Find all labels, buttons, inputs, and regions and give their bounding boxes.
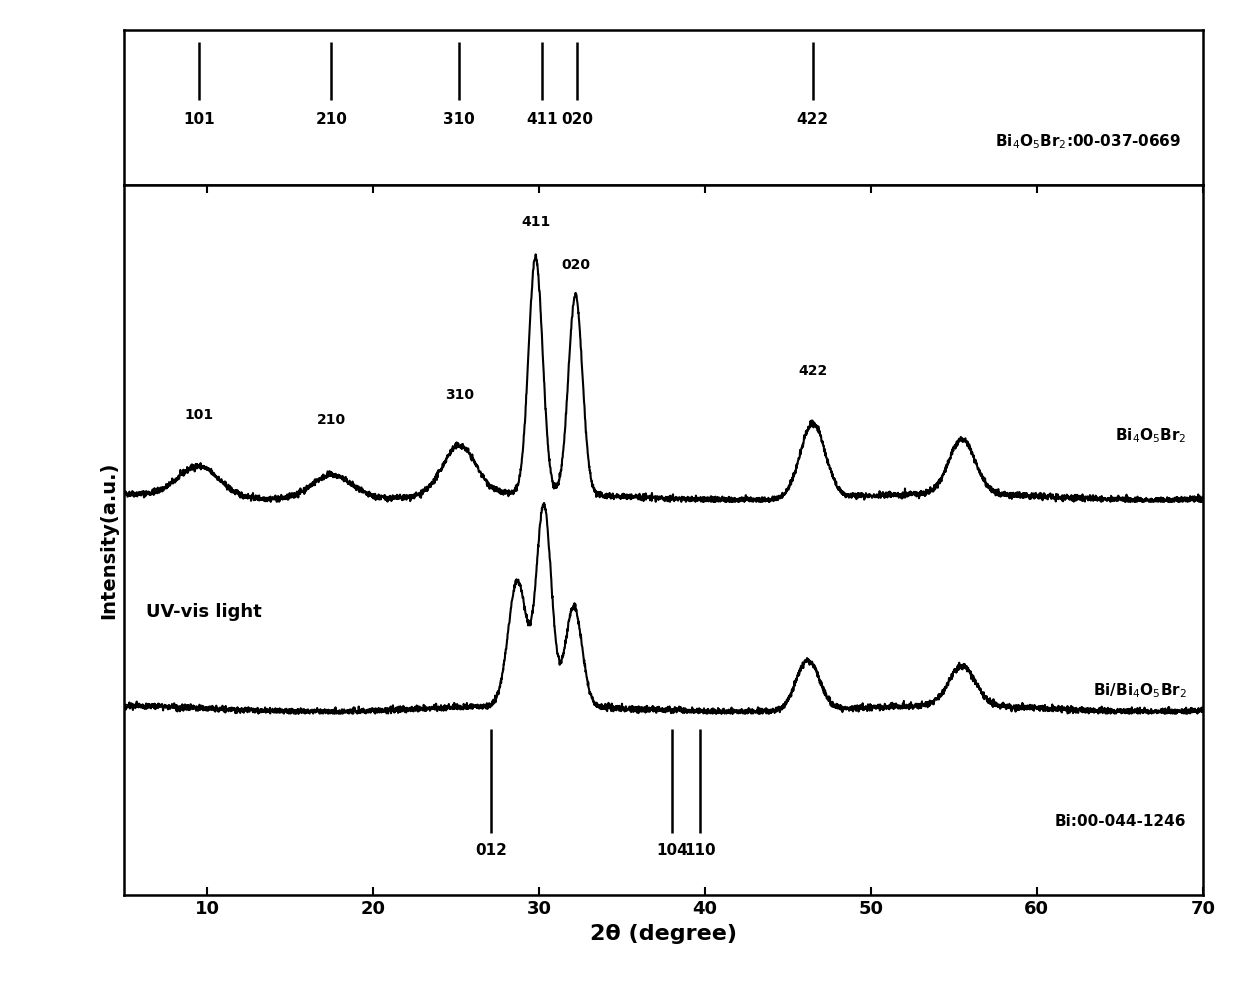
Text: 411: 411 <box>521 215 551 229</box>
Text: 210: 210 <box>317 413 346 427</box>
Text: 422: 422 <box>797 112 828 127</box>
Text: 210: 210 <box>315 112 347 127</box>
X-axis label: 2θ (degree): 2θ (degree) <box>590 924 737 944</box>
Text: 101: 101 <box>184 408 213 422</box>
Text: 411: 411 <box>527 112 558 127</box>
Text: 020: 020 <box>560 258 590 272</box>
Text: Bi$_4$O$_5$Br$_2$:00-037-0669: Bi$_4$O$_5$Br$_2$:00-037-0669 <box>996 133 1182 152</box>
Text: 422: 422 <box>799 364 827 378</box>
Text: Bi$_4$O$_5$Br$_2$: Bi$_4$O$_5$Br$_2$ <box>1115 426 1187 445</box>
Text: UV-vis light: UV-vis light <box>145 602 262 621</box>
Text: 101: 101 <box>182 112 215 127</box>
Text: 110: 110 <box>684 843 715 858</box>
Y-axis label: Intensity(a.u.): Intensity(a.u.) <box>99 461 119 619</box>
Text: Bi:00-044-1246: Bi:00-044-1246 <box>1055 815 1187 830</box>
Text: 020: 020 <box>560 112 593 127</box>
Text: Bi/Bi$_4$O$_5$Br$_2$: Bi/Bi$_4$O$_5$Br$_2$ <box>1092 681 1187 700</box>
Text: 310: 310 <box>444 112 475 127</box>
Text: 012: 012 <box>475 843 507 858</box>
Text: 310: 310 <box>445 388 474 402</box>
Text: 104: 104 <box>656 843 687 858</box>
